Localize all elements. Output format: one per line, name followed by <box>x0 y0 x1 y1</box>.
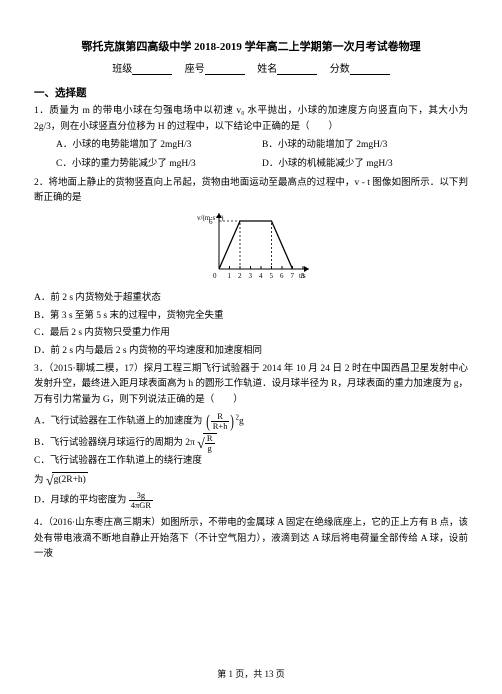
q3-b-sqrt: √Rg <box>197 433 216 453</box>
svg-text:4: 4 <box>259 272 263 280</box>
q3-b: B．飞行试验器绕月球运行的周期为 2π √Rg <box>34 433 468 453</box>
vt-chart: 0123456786v/(m·s⁻¹)t/s <box>34 211 468 285</box>
svg-text:0: 0 <box>213 272 217 280</box>
q3-b-frac: Rg <box>205 434 215 453</box>
q2-c: C．最后 2 s 内货物只受重力作用 <box>34 326 468 342</box>
q2-d: D．前 2 s 内与最后 2 s 内货物的平均速度和加速度相同 <box>34 344 468 360</box>
q1-c: C．小球的重力势能减少了 mgH/3 <box>34 157 262 173</box>
q4-stem: 4．（2016·山东枣庄高三期末）如图所示，不带电的金属球 A 固定在绝缘底座上… <box>34 516 468 563</box>
score-blank <box>350 63 390 75</box>
q3-c2-body: g(2R+h) <box>52 472 88 489</box>
section-1-heading: 一、选择题 <box>34 85 468 100</box>
q1-d: D．小球的机械能减少了 mgH/3 <box>262 157 468 173</box>
class-label: 班级 <box>112 64 132 75</box>
svg-text:3: 3 <box>249 272 253 280</box>
svg-text:7: 7 <box>291 272 295 280</box>
vt-chart-svg: 0123456786v/(m·s⁻¹)t/s <box>191 211 311 285</box>
q3-d-frac: 3g4πGR <box>129 491 153 510</box>
lparen-icon: ( <box>206 413 210 429</box>
q3-c2-pre: 为 <box>34 476 44 486</box>
class-blank <box>132 63 172 75</box>
q3-d-den: 4πGR <box>129 501 153 510</box>
q3-stem: 3．（2015·聊城二模，17）探月工程三期飞行试验器于 2014 年 10 月… <box>34 362 468 409</box>
page-footer: 第 1 页，共 13 页 <box>0 667 502 680</box>
q1-a: A．小球的电势能增加了 2mgH/3 <box>34 138 262 154</box>
q3-c2-sqrt: √g(2R+h) <box>46 472 88 489</box>
rparen-icon: ) <box>231 413 235 429</box>
q3-a: A．飞行试验器在工作轨道上的加速度为 (RR+h)2g <box>34 412 468 431</box>
name-label: 姓名 <box>257 64 277 75</box>
seat-blank <box>205 63 245 75</box>
svg-text:2: 2 <box>238 272 242 280</box>
exam-title: 鄂托克旗第四高级中学 2018-2019 学年高二上学期第一次月考试卷物理 <box>34 38 468 54</box>
q1-stem: 1．质量为 m 的带电小球在匀强电场中以初速 v₀ 水平抛出，小球的加速度方向竖… <box>34 104 468 135</box>
q1-row-ab: A．小球的电势能增加了 2mgH/3 B．小球的动能增加了 2mgH/3 <box>34 138 468 154</box>
q1-row-cd: C．小球的重力势能减少了 mgH/3 D．小球的机械能减少了 mgH/3 <box>34 157 468 173</box>
score-label: 分数 <box>330 64 350 75</box>
q3-d: D．月球的平均密度为 3g4πGR <box>34 491 468 510</box>
q3-a-frac: RR+h <box>211 412 230 431</box>
q3-c: C．飞行试验器在工作轨道上的绕行速度 <box>34 454 468 470</box>
q3-c2: 为 √g(2R+h) <box>34 472 468 489</box>
q1-b: B．小球的动能增加了 2mgH/3 <box>262 138 468 154</box>
q2-b: B．第 3 s 至第 5 s 末的过程中，货物完全失重 <box>34 309 468 325</box>
q3-b-den: g <box>205 444 215 453</box>
q3-d-pre: D．月球的平均密度为 <box>34 496 126 506</box>
q2-stem: 2．将地面上静止的货物竖直向上吊起，货物由地面运动至最高点的过程中，v - t … <box>34 176 468 207</box>
svg-text:t/s: t/s <box>299 272 306 280</box>
svg-text:6: 6 <box>280 272 284 280</box>
svg-text:v/(m·s⁻¹): v/(m·s⁻¹) <box>197 214 224 222</box>
q3-b-pre: B．飞行试验器绕月球运行的周期为 2π <box>34 438 195 448</box>
q3-a-post: g <box>239 416 244 426</box>
header-blanks: 班级 座号 姓名 分数 <box>34 60 468 75</box>
svg-text:5: 5 <box>270 272 274 280</box>
q3-a-den: R+h <box>211 422 230 431</box>
svg-text:1: 1 <box>228 272 232 280</box>
name-blank <box>277 63 317 75</box>
seat-label: 座号 <box>185 64 205 75</box>
q3-a-pre: A．飞行试验器在工作轨道上的加速度为 <box>34 416 202 426</box>
q3-b-sqrt-body: Rg <box>203 433 217 453</box>
q3-b-num: R <box>205 434 215 444</box>
q2-a: A．前 2 s 内货物处于超重状态 <box>34 291 468 307</box>
